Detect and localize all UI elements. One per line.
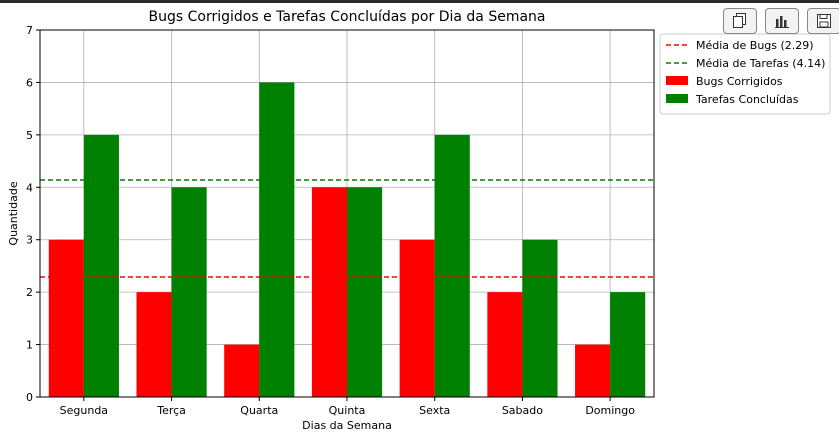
- chart-title: Bugs Corrigidos e Tarefas Concluídas por…: [149, 9, 546, 25]
- legend-item-tarefas: Tarefas Concluídas: [666, 93, 799, 106]
- y-tick-label: 7: [26, 24, 33, 37]
- bar-bugs-sabado: [487, 292, 523, 397]
- y-tick-label: 3: [26, 234, 33, 247]
- bar-bugs-segunda: [48, 239, 84, 397]
- x-tick-label: Sabado: [502, 404, 543, 417]
- bar-tarefas-sabado: [522, 239, 558, 397]
- chart-button[interactable]: [765, 8, 799, 34]
- y-tick-label: 1: [26, 339, 33, 352]
- legend: Média de Bugs (2.29) Média de Tarefas (4.…: [659, 33, 831, 115]
- bar-bugs-sexta: [399, 239, 435, 397]
- bars: [48, 82, 646, 397]
- legend-swatch: [666, 76, 688, 85]
- legend-item-bugs: Bugs Corrigidos: [666, 75, 783, 88]
- legend-item-mean-bugs: Média de Bugs (2.29): [666, 39, 814, 52]
- y-tick-label: 0: [26, 391, 33, 404]
- legend-swatch: [666, 94, 688, 103]
- bar-bugs-quarta: [224, 344, 260, 397]
- x-tick-label: Terça: [156, 404, 186, 417]
- x-tick-label: Segunda: [60, 404, 108, 417]
- y-tick-label: 6: [26, 76, 33, 89]
- bar-tarefas-domingo: [610, 292, 646, 397]
- y-tick-label: 2: [26, 286, 33, 299]
- legend-label: Média de Bugs (2.29): [696, 39, 814, 52]
- copy-icon: [733, 13, 746, 28]
- bar-bugs-quinta: [311, 187, 347, 397]
- save-button[interactable]: [807, 8, 839, 34]
- y-axis-label: Quantidade: [7, 181, 20, 245]
- x-tick-label: Sexta: [419, 404, 450, 417]
- bar-tarefas-quarta: [259, 82, 295, 397]
- legend-item-mean-tarefas: Média de Tarefas (4.14): [666, 57, 825, 70]
- legend-box: [659, 33, 831, 115]
- ticks: 0 1 2 3 4 5 6 7 Segunda Terça Quarta Quinta Sexta Sab…: [26, 24, 635, 417]
- y-tick-label: 4: [26, 181, 33, 194]
- window-top-edge: [0, 0, 839, 3]
- bar-tarefas-terça: [171, 187, 207, 397]
- bar-tarefas-sexta: [434, 134, 470, 397]
- save-icon: [817, 14, 831, 28]
- bar-tarefas-segunda: [83, 134, 119, 397]
- toolbar: [723, 8, 839, 34]
- legend-label: Média de Tarefas (4.14): [696, 57, 825, 70]
- bar-bugs-terça: [136, 292, 172, 397]
- bar-bugs-domingo: [575, 344, 611, 397]
- bar-tarefas-quinta: [347, 187, 383, 397]
- bar-chart-icon: [775, 16, 789, 28]
- legend-label: Bugs Corrigidos: [696, 75, 783, 88]
- x-tick-label: Quarta: [240, 404, 278, 417]
- y-tick-label: 5: [26, 129, 33, 142]
- x-tick-label: Quinta: [329, 404, 366, 417]
- reference-lines: [40, 179, 654, 278]
- x-tick-label: Domingo: [585, 404, 635, 417]
- x-axis-label: Dias da Semana: [302, 419, 392, 432]
- copy-button[interactable]: [723, 8, 757, 34]
- legend-label: Tarefas Concluídas: [695, 93, 799, 106]
